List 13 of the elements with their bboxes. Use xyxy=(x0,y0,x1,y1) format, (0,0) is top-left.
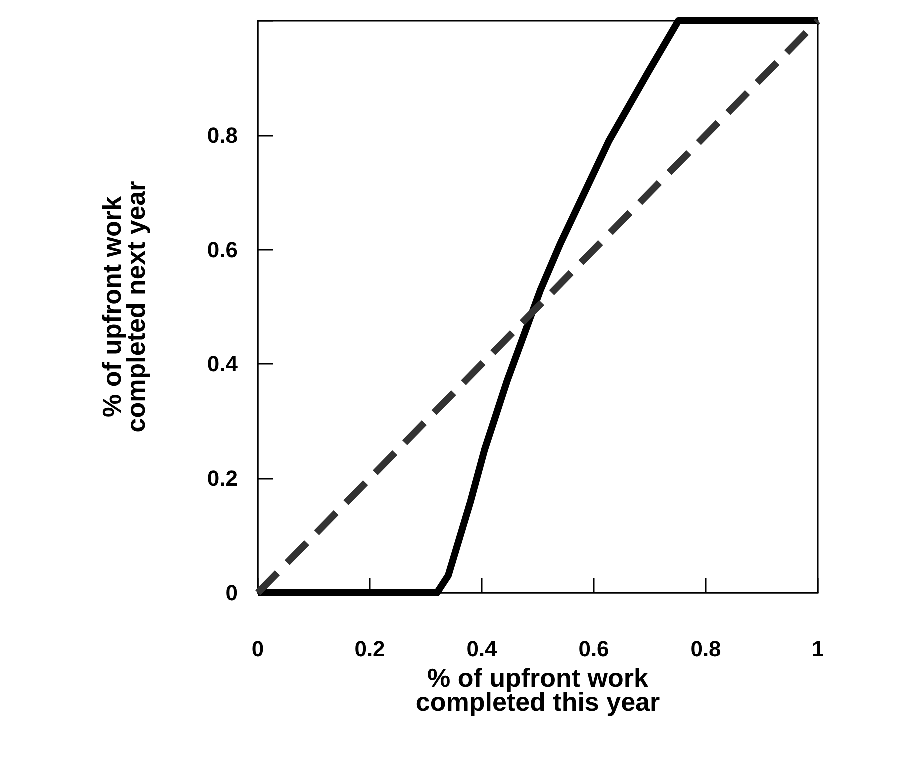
x-tick-label: 0.6 xyxy=(578,636,610,662)
x-tick-label: 0.4 xyxy=(466,636,498,662)
y-tick-label: 0 xyxy=(226,580,238,606)
x-tick-label: 0.2 xyxy=(354,636,386,662)
y-tick-label: 0.4 xyxy=(207,352,239,377)
y-tick-label: 0.8 xyxy=(207,122,238,148)
x-tick-label: 0.8 xyxy=(690,636,722,662)
x-tick-label: 1 xyxy=(812,636,824,662)
x-tick-label: 0 xyxy=(252,636,264,662)
x-axis-title: % of upfront work completed this year xyxy=(416,662,660,717)
y-tick-label: 0.6 xyxy=(207,237,238,262)
y-tick-label: 0.2 xyxy=(207,466,238,492)
y-axis-title: % of upfront work completed next year xyxy=(97,181,151,433)
